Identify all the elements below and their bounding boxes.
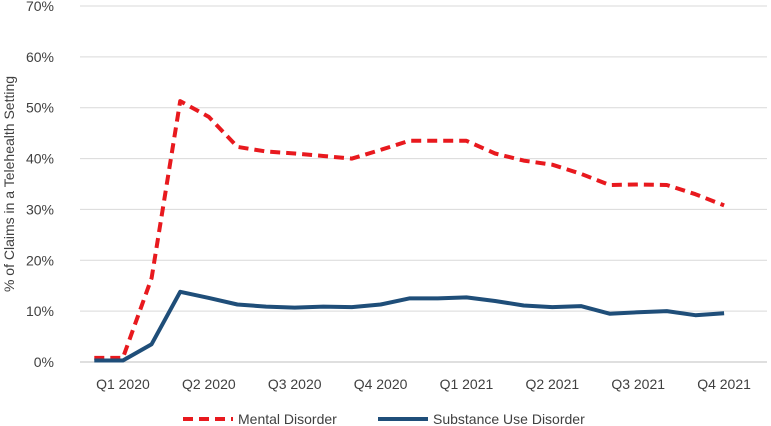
- y-axis-title: % of Claims in a Telehealth Setting: [1, 76, 17, 292]
- y-tick-label: 60%: [26, 49, 54, 65]
- x-tick-label: Q3 2020: [268, 376, 322, 392]
- series-lines: [94, 99, 725, 363]
- x-tick-label: Q4 2020: [354, 376, 408, 392]
- series-line-mental-disorder: [94, 99, 725, 360]
- x-tick-label: Q1 2020: [96, 376, 150, 392]
- x-axis-tick-labels: Q1 2020 Q2 2020 Q3 2020 Q4 2020 Q1 2021 Q2 20…: [96, 376, 751, 392]
- y-axis-tick-labels: 0% 10% 20% 30% 40% 50% 60% 70%: [26, 0, 54, 370]
- y-tick-label: 70%: [26, 0, 54, 14]
- legend: Mental Disorder Substance Use Disorder: [183, 411, 585, 426]
- y-tick-label: 0%: [34, 354, 54, 370]
- y-tick-label: 10%: [26, 303, 54, 319]
- y-tick-label: 40%: [26, 151, 54, 167]
- y-tick-label: 20%: [26, 252, 54, 268]
- series-line-substance-use-disorder: [94, 289, 725, 363]
- x-tick-label: Q1 2021: [440, 376, 494, 392]
- x-tick-label: Q4 2021: [697, 376, 751, 392]
- legend-label: Substance Use Disorder: [433, 411, 585, 426]
- y-tick-label: 50%: [26, 100, 54, 116]
- x-tick-label: Q2 2020: [182, 376, 236, 392]
- legend-label: Mental Disorder: [238, 411, 337, 426]
- y-tick-label: 30%: [26, 201, 54, 217]
- x-tick-label: Q3 2021: [611, 376, 665, 392]
- x-tick-label: Q2 2021: [525, 376, 579, 392]
